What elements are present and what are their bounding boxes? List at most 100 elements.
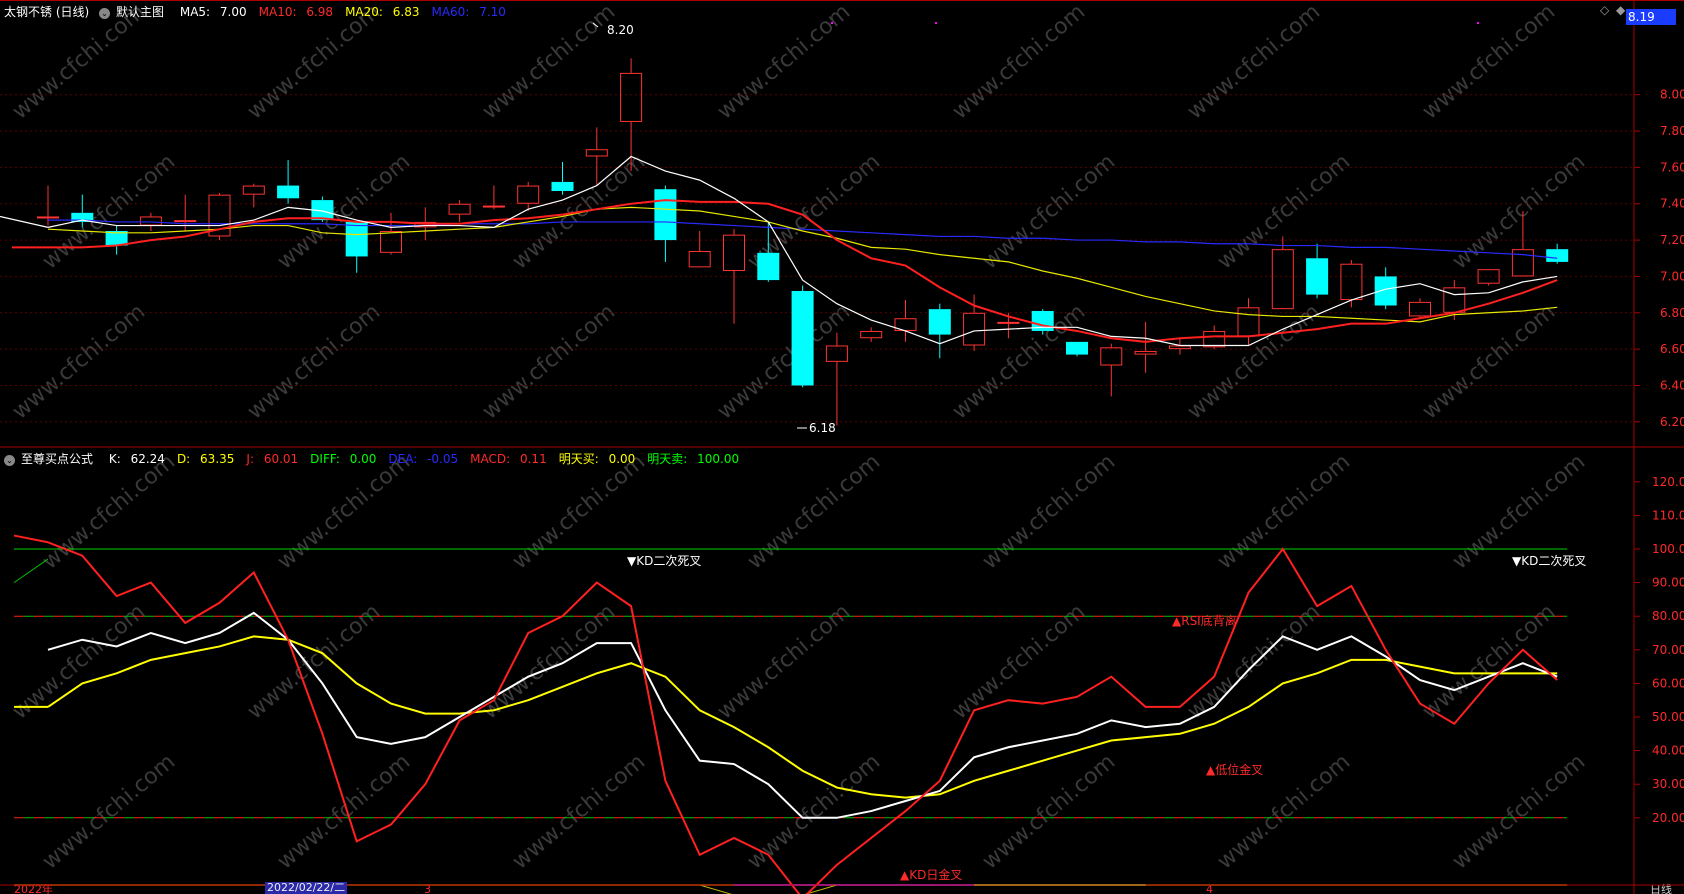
candle[interactable] bbox=[1306, 243, 1329, 299]
candle[interactable] bbox=[1546, 243, 1569, 264]
ma-label: MA20: bbox=[345, 5, 387, 19]
ma-value-3: MA60: 7.10 bbox=[431, 5, 511, 19]
candle[interactable] bbox=[551, 161, 574, 195]
candle[interactable] bbox=[37, 185, 59, 226]
candle[interactable] bbox=[963, 294, 986, 351]
candle[interactable] bbox=[791, 285, 814, 388]
candle[interactable] bbox=[585, 127, 608, 186]
candle-body bbox=[1237, 307, 1260, 337]
indicator-value-4: DEA: -0.05 bbox=[388, 452, 464, 466]
candle[interactable] bbox=[174, 194, 197, 231]
candle[interactable] bbox=[1511, 211, 1534, 277]
chevron-down-icon: ⌄ bbox=[99, 8, 111, 19]
candle[interactable] bbox=[928, 303, 951, 359]
indicator-label: D: bbox=[176, 452, 195, 466]
candle[interactable] bbox=[1134, 321, 1157, 373]
ma60-line bbox=[48, 219, 1558, 259]
j-line-lead bbox=[13, 534, 49, 544]
candle[interactable] bbox=[1100, 343, 1123, 397]
watermark-text: www.cfchi.com bbox=[1213, 149, 1355, 274]
candle-body bbox=[757, 252, 780, 281]
watermark-text: www.cfchi.com bbox=[948, 599, 1090, 724]
indicator-selector[interactable]: ⌄ 至尊买点公式 bbox=[4, 452, 99, 466]
toggle-icon[interactable]: ◆ bbox=[1616, 3, 1626, 17]
candle[interactable] bbox=[620, 58, 643, 172]
watermark-text: www.cfchi.com bbox=[743, 449, 885, 574]
candle[interactable] bbox=[482, 185, 505, 210]
candle[interactable] bbox=[208, 192, 231, 241]
candle[interactable] bbox=[311, 196, 334, 222]
candle-body bbox=[723, 234, 745, 271]
candle-body bbox=[860, 330, 883, 339]
indicator-tick-label: 20.00 bbox=[1652, 811, 1684, 825]
watermark-text: www.cfchi.com bbox=[478, 299, 620, 424]
candle-body bbox=[345, 221, 368, 257]
candle-body bbox=[71, 212, 94, 222]
period-label: 日线 bbox=[1650, 882, 1672, 894]
x-axis: 2022年 3 4 日线 bbox=[14, 882, 1672, 894]
candle-body bbox=[963, 312, 986, 346]
candle[interactable] bbox=[1066, 341, 1088, 357]
candle[interactable] bbox=[71, 194, 94, 228]
candle-body bbox=[1546, 249, 1569, 262]
indicator-tick-label: 110.0 bbox=[1652, 508, 1684, 522]
diamond-icon[interactable]: ◇ bbox=[1600, 3, 1610, 17]
price-tick-label: 6.40 bbox=[1660, 378, 1684, 392]
chart-title: 太钢不锈 (日线) bbox=[4, 5, 90, 19]
main-panel-selector[interactable]: ⌄ 默认主图 bbox=[99, 5, 170, 19]
candle[interactable] bbox=[894, 300, 917, 342]
candle[interactable] bbox=[277, 160, 300, 204]
signal-dip bbox=[699, 884, 838, 894]
indicator-number: 0.00 bbox=[349, 452, 377, 466]
x-axis-label: 3 bbox=[424, 883, 431, 894]
price-tick-label: 7.80 bbox=[1660, 124, 1684, 138]
watermark-text: www.cfchi.com bbox=[273, 149, 415, 274]
watermark-text: www.cfchi.com bbox=[1448, 149, 1590, 274]
watermark-text: www.cfchi.com bbox=[273, 449, 415, 574]
candle[interactable] bbox=[654, 185, 677, 262]
candle[interactable] bbox=[242, 183, 265, 208]
candle[interactable] bbox=[1409, 298, 1431, 319]
candle[interactable] bbox=[1168, 338, 1191, 355]
candle[interactable] bbox=[723, 229, 745, 324]
candle[interactable] bbox=[1237, 298, 1260, 346]
candle[interactable] bbox=[345, 221, 368, 273]
main-chart-header: 太钢不锈 (日线) ⌄ 默认主图 MA5: 7.00 MA10: 6.98 MA20:… bbox=[4, 3, 524, 20]
candlestick-series[interactable] bbox=[37, 58, 1569, 426]
candle[interactable] bbox=[105, 225, 128, 255]
candle-body bbox=[448, 203, 471, 215]
candle-body bbox=[139, 216, 162, 226]
candle[interactable] bbox=[448, 200, 471, 222]
candle-body bbox=[1100, 347, 1123, 366]
ma-value-1: MA10: 6.98 bbox=[259, 5, 339, 19]
candle-body bbox=[1477, 269, 1500, 284]
x-axis-label: 2022年 bbox=[14, 882, 53, 894]
candle[interactable] bbox=[1031, 309, 1054, 335]
watermark-text: www.cfchi.com bbox=[1183, 0, 1325, 125]
ma5-line bbox=[47, 155, 1558, 347]
candle[interactable] bbox=[1477, 269, 1500, 286]
green-stub bbox=[13, 558, 49, 584]
candle[interactable] bbox=[825, 332, 848, 426]
candle[interactable] bbox=[1271, 236, 1294, 310]
indicator-tick-label: 120.0 bbox=[1652, 475, 1684, 489]
high-annotation: 8.20 bbox=[592, 22, 634, 37]
candle[interactable] bbox=[1203, 325, 1226, 350]
candle[interactable] bbox=[860, 327, 883, 342]
low-annotation: 6.18 bbox=[797, 421, 836, 435]
watermark-text: www.cfchi.com bbox=[978, 749, 1120, 874]
candle[interactable] bbox=[1374, 267, 1397, 310]
indicator-value-2: J: 60.01 bbox=[246, 452, 304, 466]
ma-number: 6.83 bbox=[392, 5, 420, 19]
watermark-text: www.cfchi.com bbox=[713, 599, 855, 724]
candle[interactable] bbox=[688, 231, 711, 268]
ma-number: 7.10 bbox=[479, 5, 506, 19]
watermark-text: www.cfchi.com bbox=[948, 0, 1090, 125]
candle-body bbox=[105, 231, 128, 246]
moving-average-series bbox=[0, 155, 1558, 347]
watermark-text: www.cfchi.com bbox=[1418, 599, 1560, 724]
candle-body bbox=[791, 290, 814, 386]
price-tick-label: 6.80 bbox=[1660, 306, 1684, 320]
price-tick-label: 6.20 bbox=[1660, 415, 1684, 429]
